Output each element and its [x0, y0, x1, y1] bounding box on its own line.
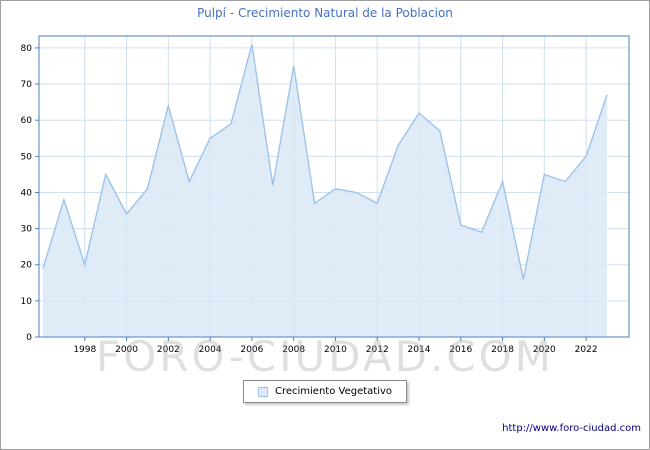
- svg-text:2002: 2002: [157, 345, 180, 355]
- svg-text:2018: 2018: [491, 345, 514, 355]
- svg-text:2020: 2020: [533, 345, 556, 355]
- svg-text:2014: 2014: [408, 345, 431, 355]
- svg-text:40: 40: [21, 188, 33, 198]
- footer-url: http://www.foro-ciudad.com: [502, 423, 641, 434]
- svg-text:50: 50: [21, 152, 33, 162]
- svg-text:70: 70: [21, 80, 33, 90]
- svg-text:2012: 2012: [366, 345, 389, 355]
- svg-text:2000: 2000: [115, 345, 138, 355]
- svg-text:2008: 2008: [282, 345, 305, 355]
- svg-text:2004: 2004: [199, 345, 222, 355]
- svg-text:30: 30: [21, 225, 33, 235]
- svg-text:2010: 2010: [324, 345, 347, 355]
- svg-text:80: 80: [21, 44, 33, 54]
- svg-text:0: 0: [26, 333, 32, 343]
- legend-label: Crecimiento Vegetativo: [274, 386, 393, 397]
- svg-text:60: 60: [21, 116, 33, 126]
- legend-swatch-icon: [257, 386, 268, 397]
- svg-text:10: 10: [21, 297, 33, 307]
- svg-text:2022: 2022: [575, 345, 598, 355]
- svg-text:20: 20: [21, 261, 33, 271]
- svg-text:2006: 2006: [240, 345, 263, 355]
- svg-text:2016: 2016: [449, 345, 472, 355]
- svg-text:1998: 1998: [73, 345, 96, 355]
- legend: Crecimiento Vegetativo: [242, 380, 408, 403]
- chart-title: Pulpí - Crecimiento Natural de la Poblac…: [197, 6, 453, 20]
- chart-svg: 0 10 20 30 40 50 60 70 80 1998 2000 2002 2004 2006 200…: [21, 35, 630, 355]
